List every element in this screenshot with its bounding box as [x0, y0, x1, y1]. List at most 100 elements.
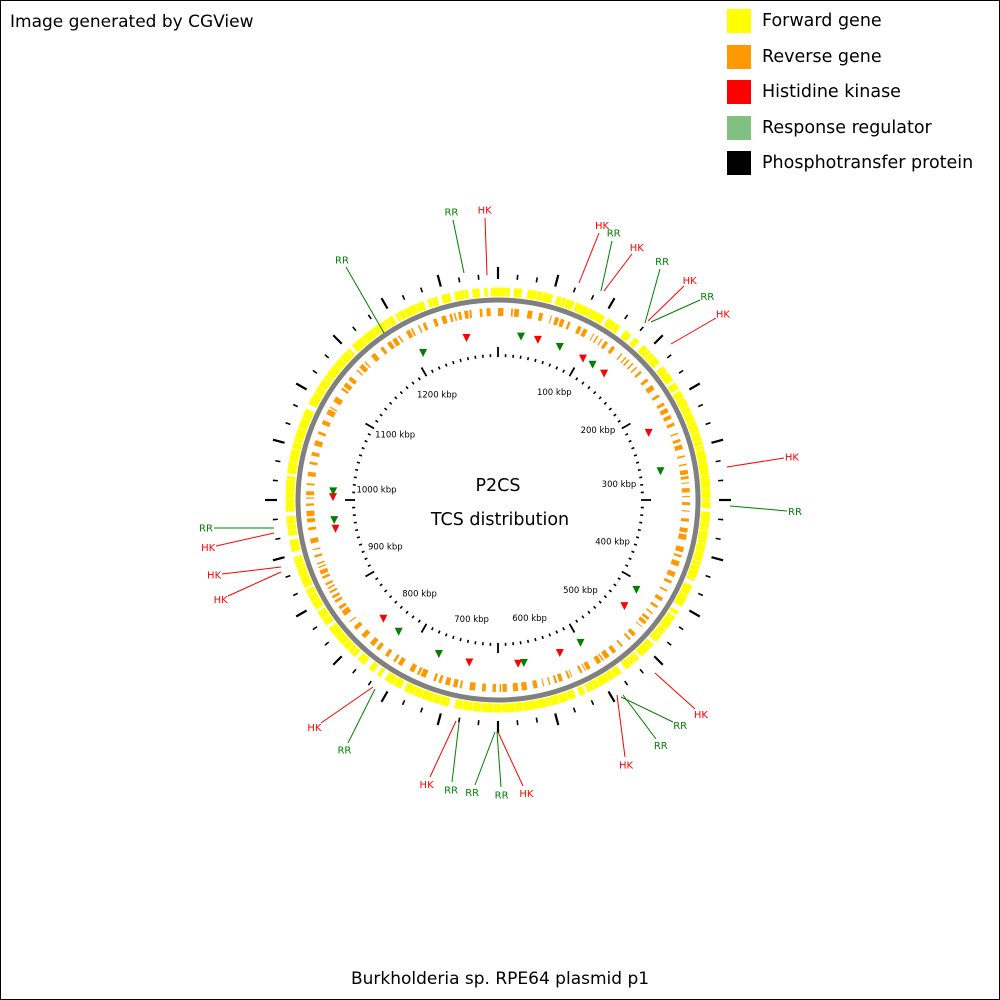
scale-tick: [411, 615, 415, 619]
scale-tick: [568, 623, 576, 633]
forward-gene: [472, 702, 482, 712]
scale-tick: [379, 413, 383, 417]
outer-tick: [367, 314, 372, 320]
scale-tick: [541, 635, 544, 640]
callout-line: [650, 299, 701, 323]
reverse-gene: [597, 338, 603, 346]
histidine-kinase-marker: [379, 614, 388, 623]
center-subtitle: TCS distribution: [430, 510, 569, 530]
scale-tick: [388, 595, 393, 599]
scale-tick: [593, 390, 597, 395]
reverse-gene: [580, 328, 588, 338]
reverse-gene: [576, 665, 583, 674]
forward-gene: [644, 352, 655, 363]
forward-gene: [287, 529, 298, 537]
forward-gene: [285, 479, 296, 492]
forward-gene: [439, 695, 451, 707]
callout-line: [616, 694, 626, 758]
forward-gene: [308, 392, 323, 409]
scale-label: 500 kbp: [563, 586, 598, 596]
response-regulator-marker: [588, 360, 597, 369]
forward-gene: [481, 702, 494, 713]
reverse-gene: [589, 333, 595, 341]
callout-line: [670, 317, 717, 345]
scale-tick: [593, 605, 597, 610]
reverse-gene: [526, 310, 533, 320]
callout-label-rr: RR: [337, 746, 351, 757]
scale-tick: [431, 627, 434, 631]
forward-gene: [576, 685, 586, 696]
callout-label-hk: HK: [694, 710, 709, 721]
legend-item-forward-gene: Forward gene: [727, 9, 973, 33]
scale-tick: [534, 358, 537, 363]
reverse-gene: [410, 328, 416, 337]
outer-tick: [678, 369, 684, 374]
forward-gene-ring: [285, 287, 711, 713]
outer-tick: [572, 287, 577, 293]
scale-tick: [355, 528, 359, 532]
scale-labels: 100 kbp 200 kbp 300 kbp 400 kbp 500 kbp 600 k…: [356, 388, 636, 625]
reverse-gene: [679, 527, 688, 533]
reverse-gene: [659, 586, 668, 592]
scale-tick: [568, 367, 576, 377]
forward-gene: [667, 382, 680, 394]
outer-tick: [711, 556, 724, 562]
forward-gene: [513, 288, 523, 298]
response-regulator-marker: [329, 487, 338, 496]
callout-line: [578, 232, 600, 284]
forward-gene: [362, 328, 378, 344]
scale-tick: [625, 564, 629, 567]
forward-gene: [293, 437, 304, 444]
callout-line: [647, 285, 685, 322]
callout-label-rr: RR: [465, 788, 479, 799]
forward-gene: [686, 575, 696, 582]
scale-tick: [411, 381, 415, 385]
scale-tick: [575, 377, 579, 381]
reverse-gene: [317, 431, 327, 437]
outer-tick: [352, 326, 357, 332]
scale-tick: [399, 390, 403, 395]
reverse-gene: [449, 313, 454, 323]
callout-line: [600, 240, 613, 292]
forward-gene: [294, 557, 305, 565]
scale-label: 1200 kbp: [417, 390, 457, 400]
scale-tick: [355, 468, 359, 472]
callout-label-rr: RR: [495, 791, 509, 802]
callout-label-hk: HK: [307, 723, 322, 734]
reverse-gene: [641, 612, 650, 621]
scale-tick: [417, 377, 421, 381]
reverse-gene: [623, 359, 630, 367]
callout-label-rr: RR: [607, 229, 621, 240]
forward-gene: [557, 691, 569, 704]
outer-tick: [380, 297, 389, 310]
forward-gene: [397, 309, 408, 321]
reverse-gene: [361, 629, 371, 639]
reverse-gene: [319, 567, 329, 575]
forward-gene: [328, 622, 344, 638]
scale-tick: [625, 433, 629, 436]
scale-tick: [459, 637, 462, 642]
scale-tick: [575, 619, 579, 623]
reverse-gene: [630, 366, 638, 374]
forward-gene: [471, 288, 481, 299]
reverse-gene: [397, 335, 404, 343]
histidine-kinase-marker: [533, 335, 542, 344]
reverse-gene: [616, 639, 624, 648]
outer-tick: [653, 334, 664, 345]
outer-tick: [624, 680, 629, 686]
outer-tick: [436, 274, 442, 287]
scale-tick: [405, 386, 409, 390]
reverse-gene: [623, 632, 631, 641]
outer-tick: [272, 556, 285, 562]
reverse-gene: [371, 352, 380, 363]
reverse-gene: [341, 606, 352, 616]
callout-label-hk: HK: [716, 310, 731, 321]
forward-gene: [666, 611, 676, 620]
scale-tick: [394, 600, 398, 604]
scale-tick: [394, 396, 398, 400]
reverse-gene: [627, 628, 636, 637]
callout-line: [620, 696, 674, 723]
outer-tick: [292, 592, 299, 597]
forward-gene: [683, 412, 695, 424]
forward-gene: [587, 681, 595, 691]
